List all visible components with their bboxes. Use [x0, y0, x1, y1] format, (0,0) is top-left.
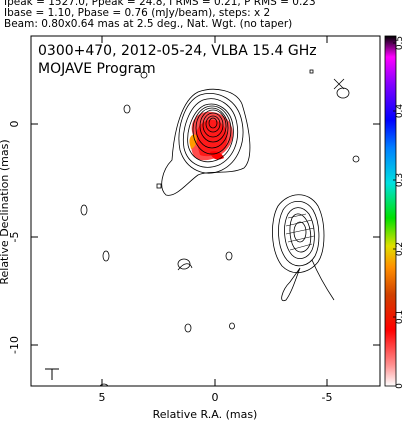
header-line-2: Ibase = 1.10, Pbase = 0.76 (mJy/beam), s… [4, 7, 271, 19]
colorbar-tick-label: 0 [395, 383, 405, 389]
x-tick-label: 5 [99, 391, 106, 404]
jet-hatching [285, 213, 315, 251]
x-ticks [101, 36, 328, 386]
y-tick-label: -10 [8, 336, 21, 354]
y-axis-label: Relative Declination (mas) [0, 139, 11, 284]
y-ticks [31, 123, 380, 346]
colorbar-ticks [393, 42, 396, 318]
x-tick-label: -5 [322, 391, 333, 404]
colorbar-tick-label: 0.1 [395, 310, 405, 324]
jet-contours [272, 194, 335, 302]
chart-subtitle: MOJAVE Program [38, 61, 156, 77]
colorbar [384, 35, 397, 387]
header-line-3: Beam: 0.80x0.64 mas at 2.5 deg., Nat. Wg… [4, 18, 293, 30]
colorbar-tick-label: 0.3 [395, 173, 405, 187]
core-contours [161, 88, 251, 196]
header-line-1: Ipeak = 1527.0, Ppeak = 24.8, I RMS = 0.… [4, 0, 316, 8]
chart-title: 0300+470, 2012-05-24, VLBA 15.4 GHz [38, 43, 317, 59]
colorbar-tick-label: 0.4 [395, 104, 405, 119]
y-tick-label: 0 [8, 121, 21, 128]
colorbar-tick-label: 0.2 [395, 242, 405, 256]
beam-marker [45, 368, 59, 380]
x-tick-label: 0 [212, 391, 219, 404]
core-color-fill [189, 111, 233, 161]
x-axis-label: Relative R.A. (mas) [153, 408, 258, 421]
y-tick-label: -5 [8, 232, 21, 243]
colorbar-tick-label: 0.5 [395, 36, 405, 50]
noise-markers [333, 78, 345, 90]
plot-frame [30, 35, 381, 387]
